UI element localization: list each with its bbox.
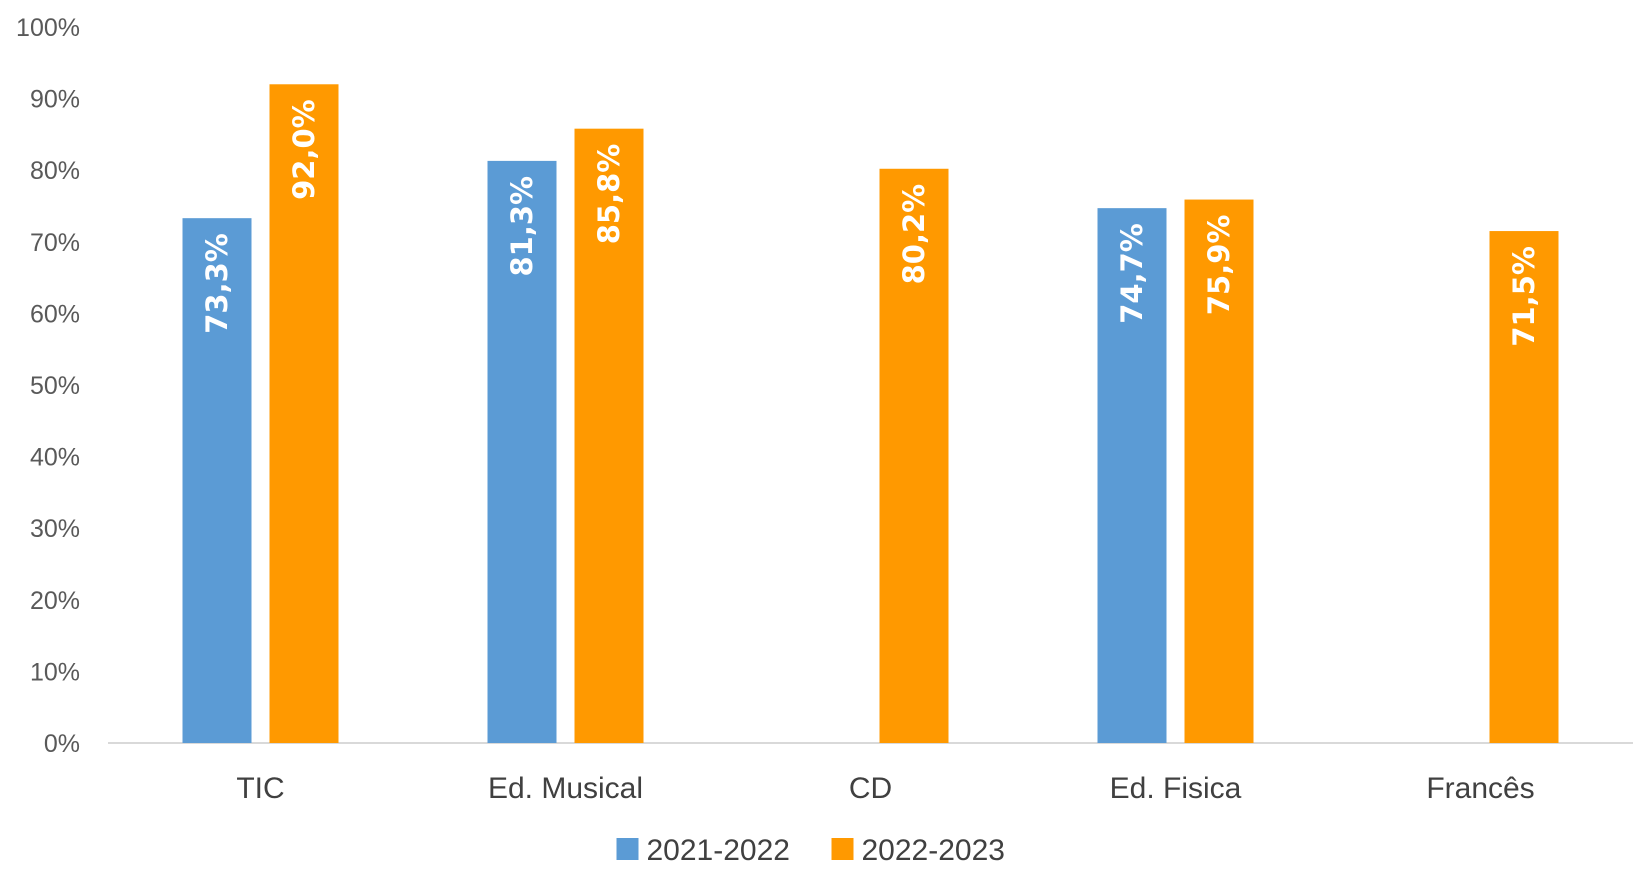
y-tick-label: 40%	[30, 444, 80, 472]
y-tick-label: 60%	[30, 300, 80, 328]
bar-2021-2022-Ed. Fisica	[1097, 208, 1167, 743]
data-label: 73,3%	[200, 233, 234, 334]
data-label: 85,8%	[592, 144, 626, 245]
bar-2022-2023-Ed. Musical	[574, 128, 644, 743]
data-labels: 73,3% 92,0% 81,3% 85,8% 80,2% 74,7% 75,9% 71,5%	[200, 99, 1541, 346]
y-axis-ticks: 0% 10% 20% 30% 40% 50% 60% 70% 80% 90% 100%	[16, 14, 80, 758]
bar-2022-2023-TIC	[269, 84, 339, 743]
category-label: Francês	[1426, 772, 1534, 805]
category-label: CD	[849, 772, 892, 805]
y-tick-label: 10%	[30, 658, 80, 686]
data-label: 92,0%	[287, 99, 321, 200]
y-tick-label: 0%	[44, 730, 80, 758]
y-tick-label: 90%	[30, 86, 80, 114]
category-label: Ed. Musical	[488, 772, 643, 805]
bar-2021-2022-TIC	[182, 218, 252, 743]
legend-label: 2021-2022	[647, 834, 790, 867]
legend-swatch	[831, 838, 854, 860]
bar-2022-2023-Francês	[1489, 231, 1559, 743]
y-tick-label: 100%	[16, 14, 80, 42]
data-label: 81,3%	[505, 176, 539, 277]
legend-label: 2022-2023	[862, 834, 1005, 867]
bar-2022-2023-Ed. Fisica	[1184, 199, 1254, 743]
y-tick-label: 30%	[30, 515, 80, 543]
y-tick-label: 80%	[30, 157, 80, 185]
bar-2022-2023-CD	[879, 168, 949, 743]
data-label: 80,2%	[897, 184, 931, 285]
data-label: 71,5%	[1507, 246, 1541, 347]
y-tick-label: 20%	[30, 587, 80, 615]
y-tick-label: 70%	[30, 229, 80, 257]
category-labels: TIC Ed. Musical CD Ed. Fisica Francês	[236, 772, 1534, 805]
category-label: Ed. Fisica	[1110, 772, 1242, 805]
data-label: 75,9%	[1202, 215, 1236, 316]
data-label: 74,7%	[1115, 223, 1149, 324]
legend-swatch	[616, 838, 639, 860]
category-label: TIC	[236, 772, 284, 805]
bars	[182, 84, 1559, 744]
legend: 2021-2022 2022-2023	[616, 834, 1005, 867]
y-tick-label: 50%	[30, 372, 80, 400]
bar-2021-2022-Ed. Musical	[487, 160, 557, 744]
